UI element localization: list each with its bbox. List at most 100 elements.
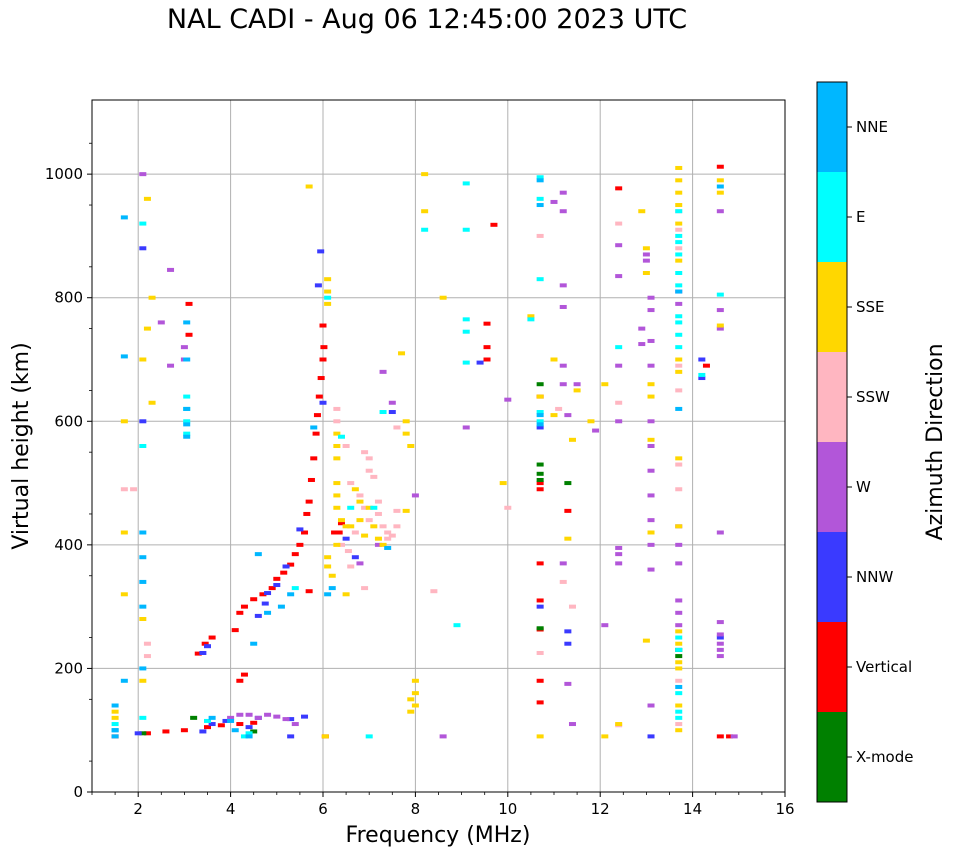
echo-point-e	[675, 209, 683, 214]
echo-point-nne	[384, 545, 392, 550]
echo-point-x-mode	[536, 471, 544, 476]
echo-point-w	[675, 561, 683, 566]
echo-point-ssw	[361, 586, 369, 591]
echo-point-ssw	[555, 406, 563, 411]
echo-point-nne	[139, 555, 147, 560]
echo-point-w	[559, 304, 567, 309]
echo-point-nnw	[264, 591, 272, 596]
echo-point-w	[254, 715, 262, 720]
echo-point-nne	[254, 552, 262, 557]
echo-point-sse	[333, 444, 341, 448]
echo-point-sse	[139, 678, 147, 683]
echo-point-ssw	[361, 450, 369, 455]
echo-point-ssw	[120, 487, 128, 492]
echo-point-vertical	[483, 357, 491, 362]
echo-point-vertical	[335, 530, 343, 535]
echo-point-vertical	[320, 345, 328, 350]
echo-point-nne	[536, 413, 544, 418]
echo-point-ssw	[351, 530, 359, 535]
echo-point-vertical	[250, 720, 258, 725]
echo-point-sse	[324, 277, 332, 282]
echo-point-w	[716, 209, 724, 214]
echo-point-sse	[361, 533, 369, 538]
echo-point-nnw	[388, 410, 396, 415]
echo-point-nnw	[301, 714, 309, 719]
echo-point-sse	[333, 456, 341, 461]
colorbar-label: E	[856, 208, 865, 226]
echo-point-sse	[324, 555, 332, 560]
echo-point-sse	[120, 530, 128, 535]
echo-point-ssw	[675, 722, 683, 727]
echo-point-e	[675, 314, 683, 319]
echo-point-ssw	[384, 530, 392, 535]
echo-point-e	[675, 345, 683, 350]
echo-point-w	[559, 382, 567, 387]
echo-point-vertical	[536, 487, 544, 492]
echo-point-nne	[111, 734, 119, 739]
echo-point-w	[139, 172, 147, 177]
echo-point-vertical	[204, 725, 211, 730]
echo-point-sse	[550, 413, 558, 418]
echo-point-nnw	[208, 722, 216, 727]
colorbar-frame	[816, 81, 848, 803]
colorbar-label: SSE	[856, 298, 885, 316]
echo-point-e	[453, 623, 461, 628]
echo-point-w	[615, 243, 623, 248]
echo-point-ssw	[365, 468, 373, 473]
echo-point-ssw	[143, 641, 151, 646]
echo-point-sse	[716, 178, 724, 183]
echo-point-x-mode	[139, 731, 147, 736]
echo-point-w	[716, 641, 724, 646]
echo-point-vertical	[194, 651, 202, 656]
echo-point-w	[675, 598, 683, 603]
echo-point-w	[559, 209, 567, 214]
echo-point-e	[698, 372, 706, 377]
echo-point-sse	[111, 709, 119, 714]
echo-point-sse	[638, 209, 646, 214]
echo-point-sse	[536, 394, 544, 399]
echo-point-e	[536, 410, 544, 415]
echo-point-vertical	[208, 635, 216, 640]
echo-point-sse	[642, 638, 650, 643]
echo-point-e	[324, 295, 332, 300]
echo-point-w	[559, 561, 567, 566]
echo-point-nne	[183, 320, 191, 325]
echo-point-w	[264, 712, 272, 717]
echo-point-sse	[365, 505, 373, 510]
echo-point-sse	[411, 703, 419, 708]
echo-point-w	[716, 308, 724, 313]
y-tick-label: 400	[54, 536, 83, 554]
echo-point-e	[675, 252, 683, 257]
echo-point-sse	[379, 542, 387, 547]
echo-point-w	[647, 338, 655, 343]
y-tick-label: 600	[54, 412, 83, 430]
echo-point-w	[180, 345, 188, 350]
echo-point-x-mode	[190, 715, 198, 720]
echo-point-nne	[111, 728, 119, 733]
axis-ticks: 2 4 6 8 10 12 14 16 0 200 400 600 800 1000	[45, 142, 795, 818]
echo-point-nnw	[342, 536, 350, 541]
echo-point-vertical	[185, 301, 193, 306]
echo-point-sse	[324, 301, 332, 306]
echo-point-w	[273, 714, 281, 719]
echo-point-vertical	[240, 672, 248, 677]
echo-point-sse	[675, 629, 683, 634]
colorbar-label: SSW	[856, 388, 890, 406]
echo-point-nnw	[287, 734, 295, 739]
echo-point-x-mode	[536, 626, 544, 631]
echo-point-nne	[120, 215, 128, 220]
echo-point-w	[647, 493, 655, 498]
echo-point-ssw	[143, 654, 151, 659]
echo-point-w	[615, 363, 623, 368]
echo-point-vertical	[259, 592, 267, 597]
echo-point-nnw	[314, 283, 322, 288]
echo-point-vertical	[536, 678, 544, 683]
echo-point-nnw	[698, 376, 706, 381]
echo-point-w	[638, 342, 646, 347]
echo-point-w	[638, 326, 646, 331]
echo-point-nnw	[199, 650, 207, 655]
echo-point-w	[227, 715, 235, 720]
echo-point-ssw	[333, 419, 341, 424]
colorbar-segment	[817, 352, 847, 442]
echo-point-sse	[615, 722, 623, 727]
